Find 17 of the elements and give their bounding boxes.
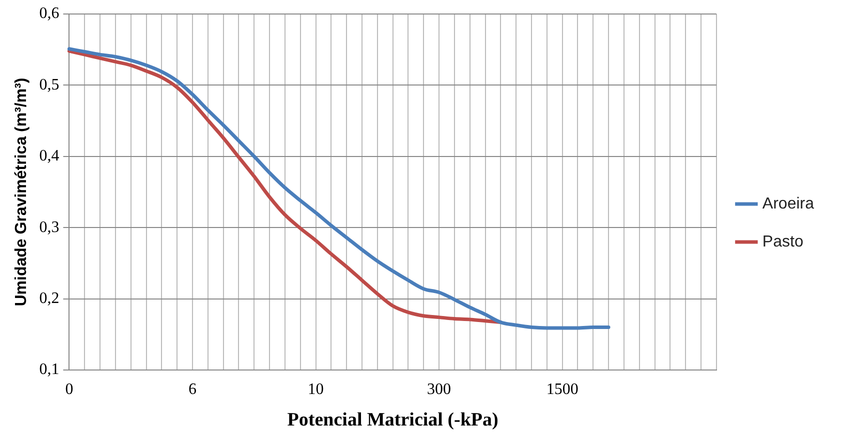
x-axis-title: Potencial Matricial (-kPa) [287, 410, 498, 431]
x-tick-label: 300 [427, 380, 452, 398]
line-series [67, 47, 610, 330]
x-tick-label: 6 [188, 380, 196, 398]
y-tick-label: 0,1 [39, 361, 60, 378]
y-tick-label: 0,2 [39, 290, 60, 308]
legend-label: Aroeira [762, 195, 814, 212]
y-tick-label: 0,6 [39, 5, 60, 22]
y-tick-label: 0,5 [39, 76, 60, 94]
x-tick-label: 10 [308, 380, 324, 398]
y-axis-title: Umidade Gravimétrica (m³/m³) [13, 78, 30, 306]
y-tick-label: 0,4 [39, 148, 60, 165]
y-tick-label: 0,3 [39, 218, 60, 236]
x-tick-label: 1500 [546, 380, 578, 398]
legend-label: Pasto [762, 233, 804, 250]
line-series [67, 49, 502, 324]
x-tick-label: 0 [65, 380, 74, 398]
